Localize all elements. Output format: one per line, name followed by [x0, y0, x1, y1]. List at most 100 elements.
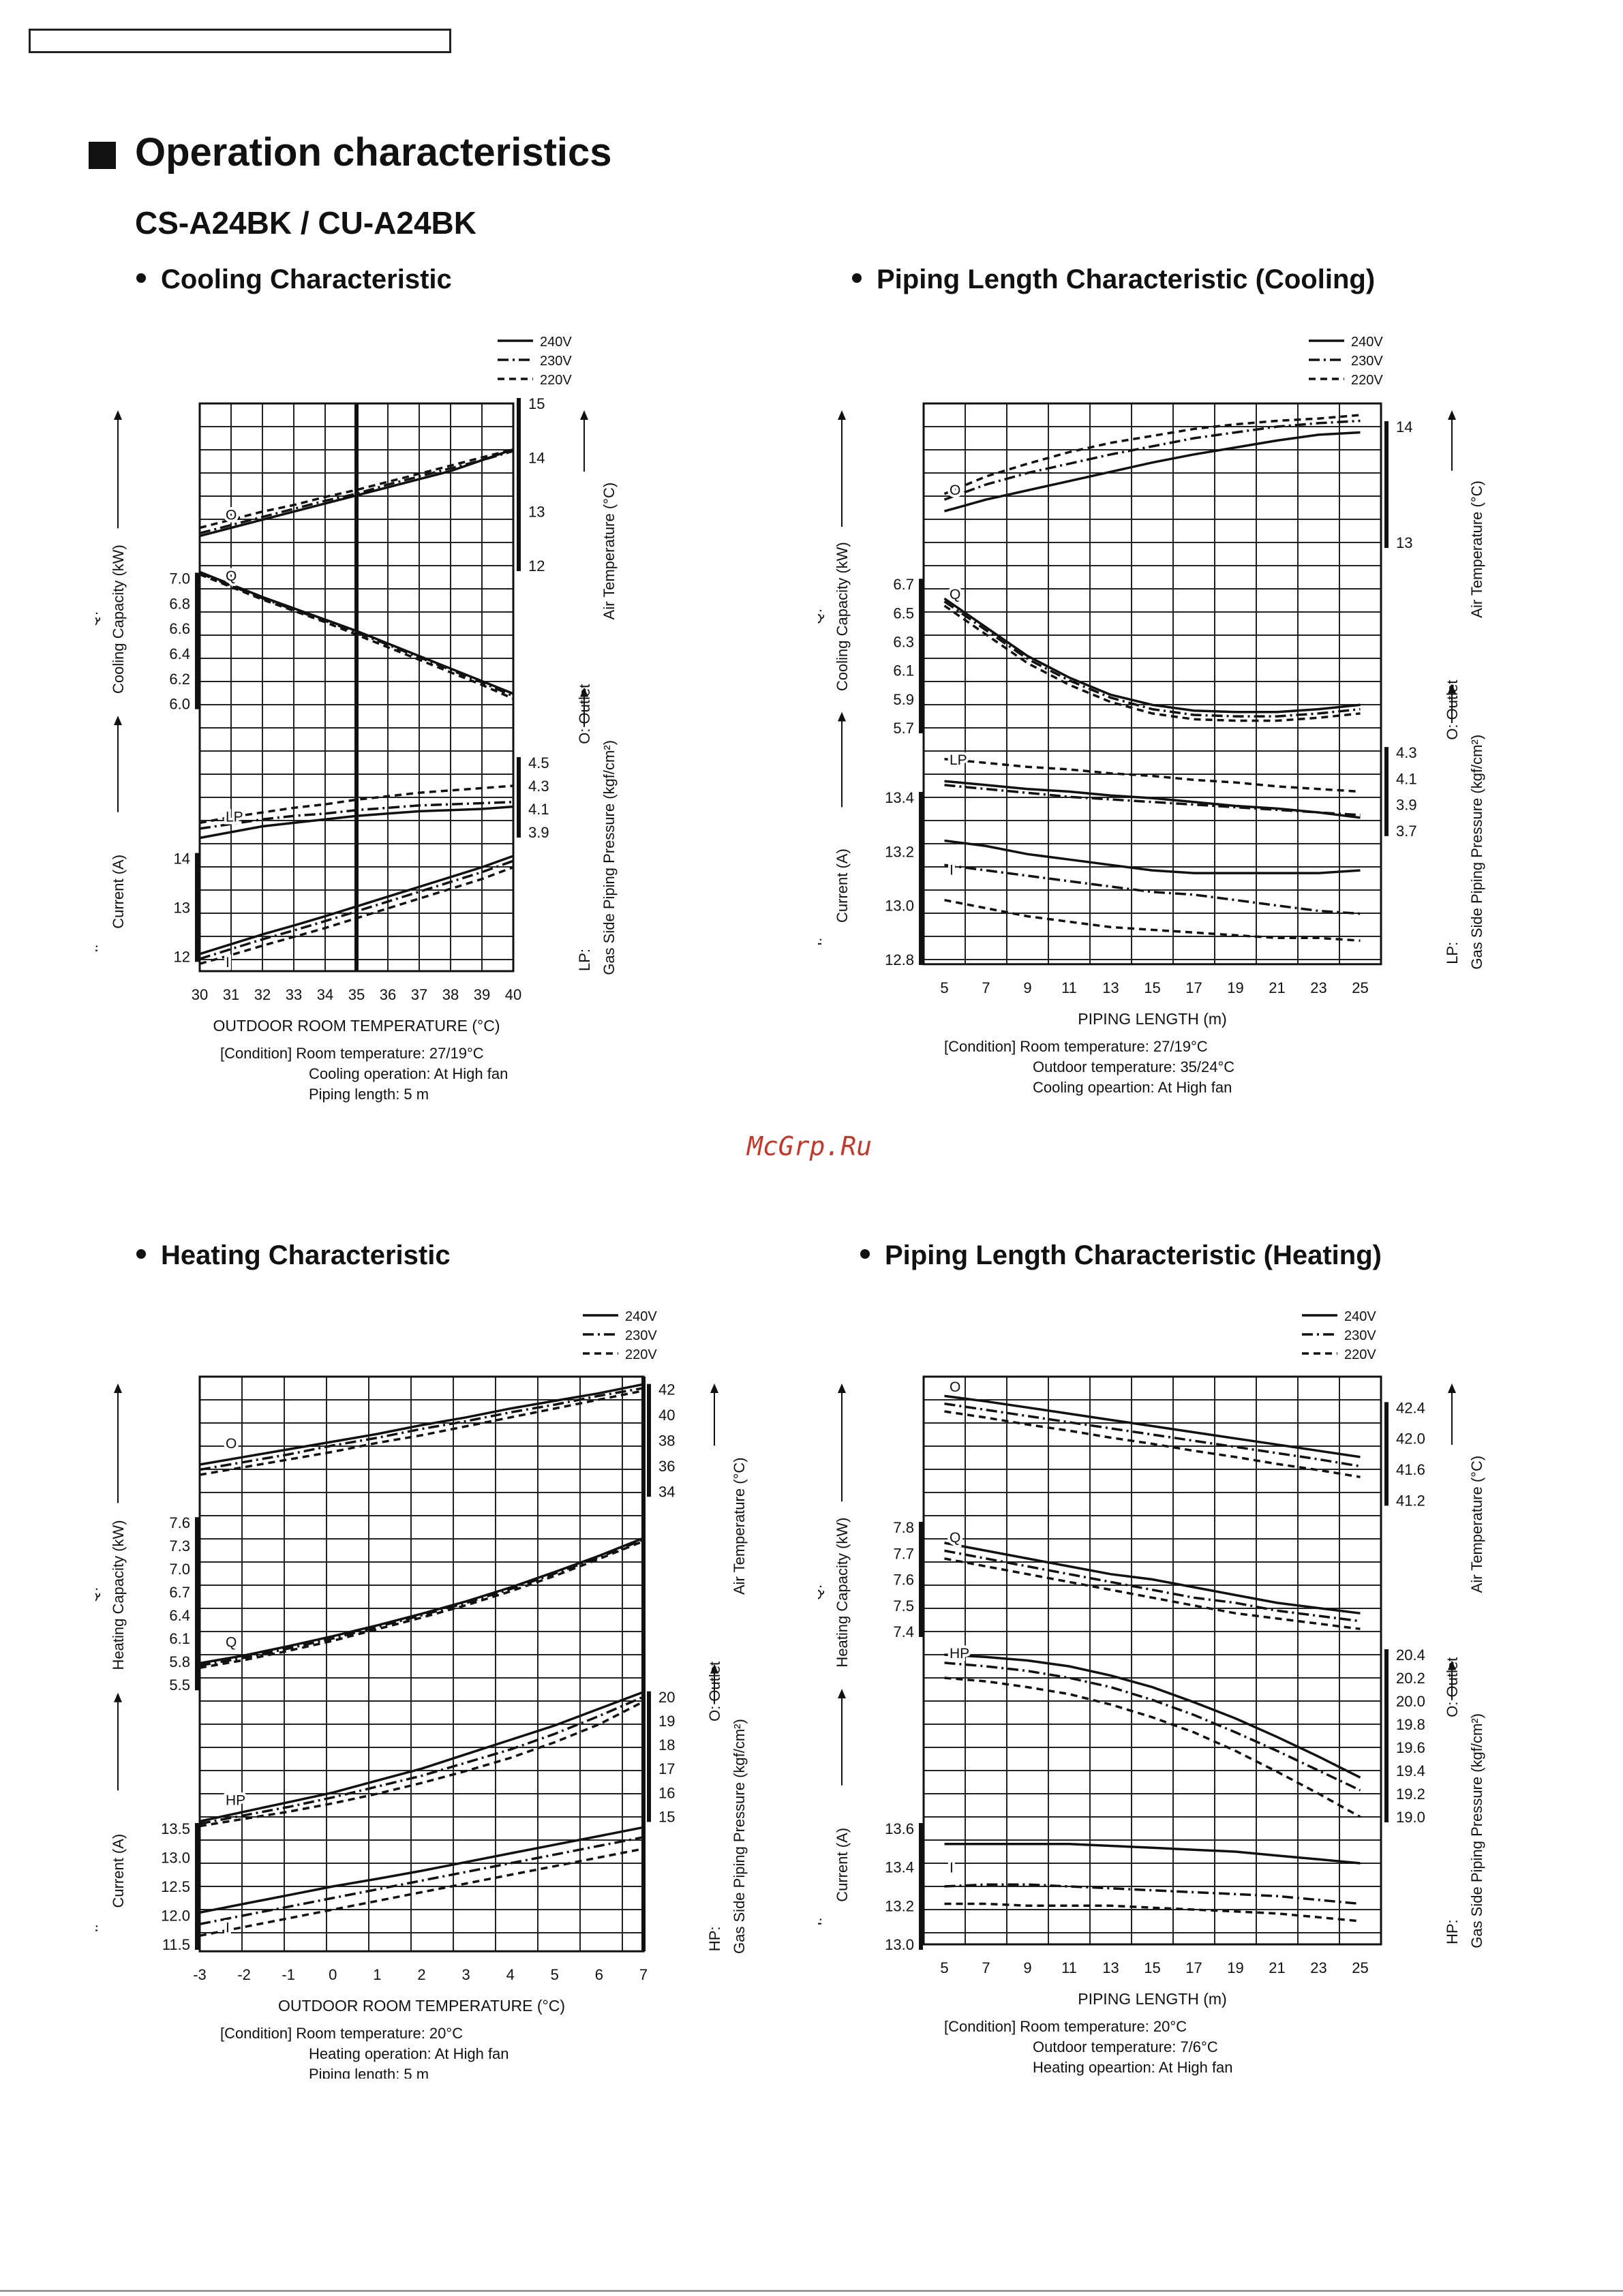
y-tick-label: 6.4: [169, 1607, 190, 1624]
y-tick-label: 19.8: [1396, 1716, 1425, 1733]
x-tick-label: 1: [373, 1966, 381, 1983]
section-title-text: Piping Length Characteristic (Heating): [885, 1240, 1382, 1270]
plot-area: [919, 402, 1389, 966]
panel-label: I: [226, 1920, 230, 1936]
left-axis-title-i: I:: [95, 945, 101, 953]
legend-label: 220V: [625, 1347, 657, 1362]
x-tick-label: 5: [940, 1959, 948, 1976]
y-tick-label: 6.0: [169, 696, 190, 713]
x-tick-label: 23: [1310, 979, 1326, 996]
x-tick-label: 31: [223, 986, 239, 1003]
x-tick-label: 17: [1185, 1959, 1202, 1976]
cooling-characteristic-chart: 30 31 32 33 34 35 36 37 38 39 40 OUTDOOR ROOM TEMPE…: [95, 335, 618, 1103]
panel-label: I: [950, 862, 954, 878]
left-axis-title-q: Q:: [95, 1587, 101, 1603]
y-tick-label: 5.9: [893, 691, 914, 708]
y-tick-label: 41.2: [1396, 1492, 1425, 1509]
y-tick-label: 13: [1396, 534, 1412, 551]
x-tick-label: 7: [982, 1959, 990, 1976]
series-line-lp-220v: [944, 757, 1361, 793]
panel-label: Q: [226, 1634, 237, 1650]
bullet-dot: [136, 1249, 146, 1259]
left-axis-title-i: I:: [95, 1924, 101, 1932]
series-line-q-240v: [199, 570, 514, 695]
y-tick-label: 18: [658, 1736, 675, 1754]
y-tick-label: 16: [658, 1784, 675, 1801]
series-line-o-240v: [199, 448, 514, 538]
right-axis-title-pressure-tag: HP:: [1444, 1919, 1461, 1944]
series-line-o-220v: [943, 414, 1361, 495]
piping-length-heating-chart: 5 7 9 11 13 15 17 19 21 23 25 PIPING LENGTH (m) [Con…: [818, 1309, 1485, 2076]
y-tick-label: 12.5: [161, 1878, 190, 1895]
right-axis-title-pressure: Gas Side Piping Pressure (kgf/cm²): [1468, 735, 1485, 970]
y-tick-label: 3.7: [1396, 823, 1417, 840]
series-line-i-240v: [944, 1842, 1361, 1865]
series-line-o-240v: [199, 1383, 644, 1466]
x-tick-label: 11: [1061, 979, 1077, 996]
y-tick-label: 7.5: [893, 1597, 914, 1614]
axis-arrow-head: [114, 1692, 122, 1702]
y-tick-label: 7.3: [169, 1537, 190, 1555]
panel-label: I: [950, 1861, 954, 1876]
axis-arrow-head: [1448, 1660, 1456, 1670]
x-tick-label: 34: [317, 986, 333, 1003]
series-line-o-240v: [944, 431, 1361, 512]
x-tick-label: 35: [348, 986, 365, 1003]
x-tick-label: 13: [1102, 979, 1119, 996]
axis-arrow-head: [838, 1689, 846, 1699]
y-tick-label: 6.1: [169, 1630, 190, 1647]
series-line-q-240v: [943, 597, 1361, 714]
series-line-o-230v: [944, 1402, 1361, 1468]
y-tick-label: 13: [174, 900, 190, 917]
right-axis-title-pressure-tag: HP:: [706, 1927, 723, 1952]
y-tick-label: 14: [1396, 418, 1412, 435]
y-tick-label: 20.0: [1396, 1693, 1425, 1710]
series-line-o-230v: [199, 1387, 644, 1471]
series-line-lp-220v: [199, 784, 514, 825]
x-tick-label: 9: [1023, 979, 1031, 996]
y-tick-label: 6.3: [893, 634, 914, 651]
left-axis-title-q: Q:: [818, 1585, 825, 1600]
axis-arrow-head: [710, 1664, 718, 1674]
legend-label: 240V: [540, 335, 572, 350]
condition-text: Cooling operation: At High fan: [309, 1065, 508, 1082]
condition-text: Heating opeartion: At High fan: [1033, 2059, 1233, 2076]
axis-arrow-head: [1448, 1383, 1456, 1393]
panel-label: HP: [950, 1646, 969, 1662]
y-tick-label: 6.2: [169, 671, 190, 688]
y-tick-label: 6.1: [893, 662, 914, 679]
series-line-i-230v: [199, 859, 514, 960]
series-line-q-230v: [944, 1549, 1361, 1623]
y-tick-label: 11.5: [162, 1936, 190, 1953]
series-line-q-240v: [944, 1542, 1361, 1614]
header-box: [29, 29, 451, 53]
y-tick-label: 13.2: [885, 1897, 914, 1914]
y-tick-label: 6.6: [169, 620, 190, 637]
x-tick-label: 11: [1061, 1959, 1077, 1976]
y-tick-label: 15: [528, 395, 545, 412]
y-tick-label: 12.8: [885, 951, 914, 968]
series-line-hp-240v: [199, 1691, 644, 1823]
section-title-text: Cooling Characteristic: [161, 264, 452, 294]
series-line-lp-230v: [944, 784, 1361, 816]
y-tick-label: 3.9: [1396, 797, 1417, 814]
series-line-i-230v: [944, 1883, 1361, 1905]
section-title-text: Heating Characteristic: [161, 1240, 451, 1270]
x-tick-label: 15: [1144, 979, 1160, 996]
series-line-hp-240v: [944, 1653, 1361, 1779]
section-title-pipe-heating: Piping Length Characteristic (Heating): [860, 1240, 1382, 1271]
legend-label: 230V: [1344, 1328, 1376, 1343]
x-tick-label: 21: [1269, 979, 1285, 996]
left-axis-title-capacity: Cooling Capacity (kW): [834, 542, 851, 691]
x-tick-label: 7: [982, 979, 990, 996]
axis-arrow-head: [1448, 684, 1456, 694]
right-axis-title-air-temp: Air Temperature (°C): [601, 483, 618, 620]
series-line-q-230v: [199, 572, 514, 698]
series-line-o-220v: [199, 1389, 644, 1476]
left-axis-title-q: Q:: [818, 609, 825, 624]
page-bottom-rule: [0, 2290, 1623, 2292]
bullet-dot: [136, 273, 146, 284]
y-tick-label: 13.0: [885, 1936, 914, 1953]
left-axis-title-current: Current (A): [110, 1834, 127, 1908]
series-line-q-220v: [199, 1540, 644, 1670]
